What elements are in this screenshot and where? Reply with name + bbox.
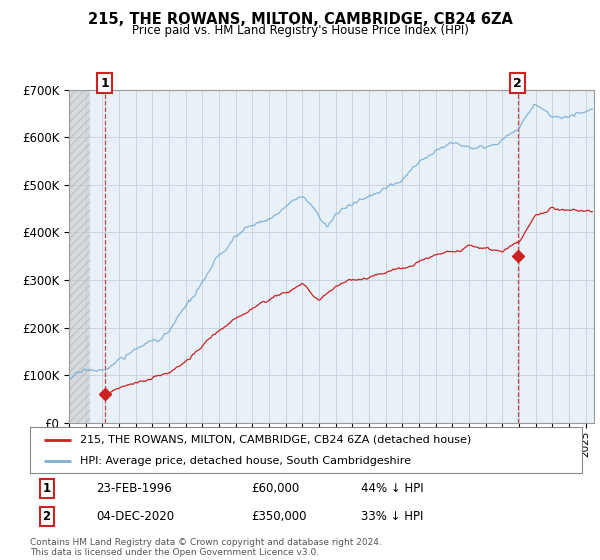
Text: 44% ↓ HPI: 44% ↓ HPI xyxy=(361,482,424,495)
Text: 2: 2 xyxy=(513,77,522,90)
Text: £60,000: £60,000 xyxy=(251,482,299,495)
Text: 1: 1 xyxy=(100,77,109,90)
Text: 1: 1 xyxy=(43,482,50,495)
Text: 23-FEB-1996: 23-FEB-1996 xyxy=(96,482,172,495)
Bar xyxy=(69,90,90,423)
Text: 33% ↓ HPI: 33% ↓ HPI xyxy=(361,510,424,523)
Text: 215, THE ROWANS, MILTON, CAMBRIDGE, CB24 6ZA (detached house): 215, THE ROWANS, MILTON, CAMBRIDGE, CB24… xyxy=(80,435,471,445)
Text: 04-DEC-2020: 04-DEC-2020 xyxy=(96,510,175,523)
Text: £350,000: £350,000 xyxy=(251,510,307,523)
Text: Contains HM Land Registry data © Crown copyright and database right 2024.
This d: Contains HM Land Registry data © Crown c… xyxy=(30,538,382,557)
Text: HPI: Average price, detached house, South Cambridgeshire: HPI: Average price, detached house, Sout… xyxy=(80,456,410,466)
Text: 2: 2 xyxy=(43,510,50,523)
Text: Price paid vs. HM Land Registry's House Price Index (HPI): Price paid vs. HM Land Registry's House … xyxy=(131,24,469,37)
Text: 215, THE ROWANS, MILTON, CAMBRIDGE, CB24 6ZA: 215, THE ROWANS, MILTON, CAMBRIDGE, CB24… xyxy=(88,12,512,27)
